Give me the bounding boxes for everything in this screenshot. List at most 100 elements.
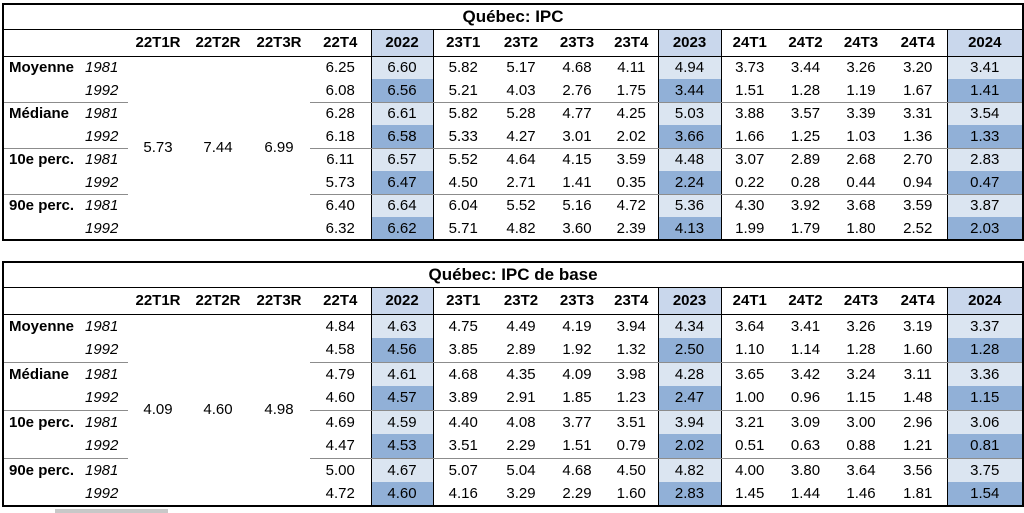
data-cell: 3.59 [616, 151, 646, 169]
data-cell: 4.79 [325, 365, 355, 383]
data-cell: 1.00 [721, 386, 778, 411]
data-cell: 2.70 [903, 151, 933, 169]
column-header-24t4: 24T4 [889, 29, 947, 57]
column-header-22t2r: 22T2R [188, 29, 248, 57]
row-group-label-empty [3, 434, 83, 459]
data-cell: 6.40 [325, 197, 355, 215]
data-cell: 3.19 [903, 317, 933, 335]
data-cell: 5.73 [310, 171, 371, 195]
data-cell: 3.51 [433, 434, 493, 459]
data-cell: 2.02 [605, 125, 658, 149]
data-cell: 2.89 [790, 151, 821, 169]
data-cell: 1.33 [946, 125, 1024, 149]
data-cell: 1.15 [833, 386, 889, 411]
data-cell: 3.11 [903, 365, 932, 383]
data-cell: 1.51 [721, 79, 778, 103]
column-header-23t4: 23T4 [605, 287, 658, 315]
data-cell: 4.13 [657, 217, 722, 240]
data-cell: 4.59 [370, 410, 434, 434]
data-cell: 3.44 [790, 59, 821, 77]
data-cell: 4.34 [657, 314, 722, 338]
data-cell: 1.28 [946, 338, 1024, 363]
vintage-label: 1992 [83, 338, 128, 363]
column-header-2022: 2022 [370, 29, 434, 57]
data-cell: 2.50 [657, 338, 722, 363]
row-group-label: 90e perc. [9, 197, 75, 215]
row-group-label-empty [3, 482, 83, 506]
data-cell: 2.29 [562, 485, 592, 502]
data-cell: 5.52 [506, 197, 536, 215]
data-cell: 1.48 [889, 386, 947, 411]
data-cell: 3.98 [616, 365, 646, 383]
data-cell: 4.57 [370, 386, 434, 411]
column-header-empty [3, 287, 83, 315]
column-header-22t1r: 22T1R [128, 287, 188, 315]
data-cell: 1.85 [549, 386, 605, 411]
column-header-22t3r: 22T3R [248, 29, 310, 57]
data-cell: 2.91 [493, 386, 549, 411]
data-cell: 3.41 [946, 56, 1024, 79]
column-header-24t3: 24T3 [833, 29, 889, 57]
row-group-label-empty [3, 386, 83, 411]
column-header-24t2: 24T2 [778, 287, 833, 315]
revision-value: 5.73 [143, 139, 173, 157]
data-cell: 3.64 [846, 461, 876, 479]
data-cell: 0.51 [721, 434, 778, 459]
data-cell: 3.65 [735, 365, 765, 383]
data-cell: 2.24 [657, 171, 722, 195]
column-header-22t2r: 22T2R [188, 287, 248, 315]
data-cell: 5.71 [448, 219, 478, 237]
data-cell: 4.35 [506, 365, 536, 383]
data-cell: 6.28 [325, 105, 355, 123]
column-header-22t4: 22T4 [310, 287, 371, 315]
data-cell: 0.94 [889, 171, 947, 195]
data-cell: 3.66 [657, 125, 722, 149]
data-cell: 1.25 [778, 125, 833, 149]
column-header-22t1r: 22T1R [128, 29, 188, 57]
data-cell: 5.21 [433, 79, 493, 103]
row-group-label-empty [3, 125, 83, 149]
data-cell: 4.25 [616, 105, 646, 123]
data-cell: 4.68 [562, 461, 592, 479]
data-cell: 3.60 [562, 219, 592, 237]
data-cell: 3.92 [790, 197, 821, 215]
data-cell: 4.30 [735, 197, 765, 215]
data-cell: 4.94 [657, 56, 722, 79]
data-cell: 0.22 [721, 171, 778, 195]
ipc-de-base-table: Québec: IPC de base 22T1R 22T2R 22T3R 22T4 20… [2, 261, 1024, 507]
data-cell: 4.77 [562, 105, 592, 123]
vintage-label: 1981 [85, 197, 119, 215]
data-cell: 0.96 [778, 386, 833, 411]
column-header-22t3r: 22T3R [248, 287, 310, 315]
data-cell: 1.44 [790, 485, 821, 502]
row-group-label: Moyenne [9, 59, 75, 77]
data-cell: 3.07 [735, 151, 765, 169]
data-cell: 6.57 [370, 148, 434, 171]
data-cell: 2.71 [493, 171, 549, 195]
data-cell: 4.58 [310, 338, 371, 363]
vintage-label: 1981 [85, 105, 119, 123]
data-cell: 1.60 [889, 338, 947, 363]
data-cell: 6.61 [370, 102, 434, 125]
column-header-23t2: 23T2 [493, 29, 549, 57]
data-cell: 3.26 [846, 59, 876, 77]
data-cell: 0.44 [833, 171, 889, 195]
data-cell: 4.19 [562, 317, 592, 335]
data-cell: 1.21 [889, 434, 947, 459]
column-header-empty [83, 287, 128, 315]
vintage-label: 1992 [85, 485, 119, 502]
data-cell: 5.17 [506, 59, 536, 77]
column-header-24t2: 24T2 [778, 29, 833, 57]
data-cell: 4.60 [310, 386, 371, 411]
data-cell: 4.53 [370, 434, 434, 459]
data-cell: 4.00 [735, 461, 765, 479]
data-cell: 4.03 [493, 79, 549, 103]
data-cell: 5.52 [448, 151, 478, 169]
data-cell: 3.88 [735, 105, 765, 123]
data-cell: 4.40 [448, 413, 478, 431]
data-cell: 1.46 [846, 485, 876, 502]
data-cell: 4.75 [448, 317, 478, 335]
column-header-2024: 2024 [946, 29, 1024, 57]
data-cell: 4.64 [506, 151, 536, 169]
